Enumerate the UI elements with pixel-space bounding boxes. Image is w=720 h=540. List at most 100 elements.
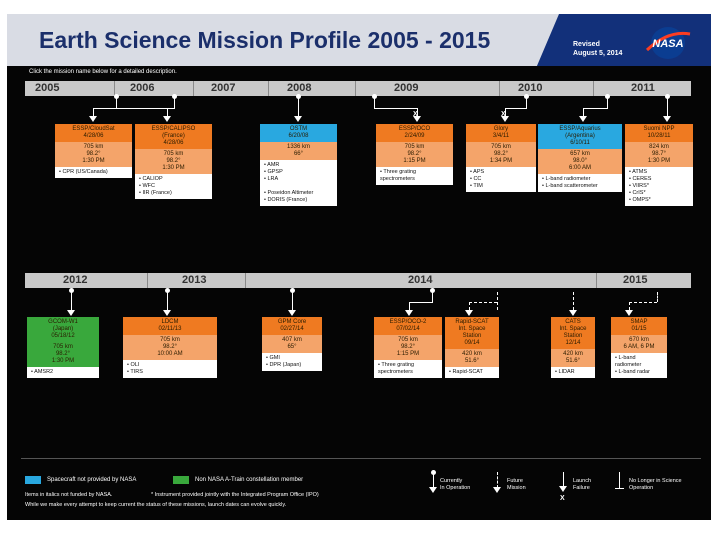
year-divider	[355, 81, 356, 96]
mission-card-rapid-scat[interactable]: Rapid-SCAT Int. Space Station 09/14 420 …	[445, 317, 499, 378]
svg-text:NASA: NASA	[652, 38, 683, 50]
mission-name[interactable]: Rapid-SCAT Int. Space Station 09/14	[445, 317, 499, 349]
mission-card-gpm-core[interactable]: GPM Core 02/27/14 407 km 65° • GMI • DPR…	[262, 317, 322, 371]
future-connector-line	[629, 302, 630, 310]
launch-marker	[524, 94, 529, 99]
connector-line	[409, 302, 433, 303]
mission-orbit: 705 km 98.2° 10:00 AM	[123, 335, 217, 360]
launch-failure-icon: X	[560, 495, 565, 502]
mission-name[interactable]: LDCM 02/11/13	[123, 317, 217, 335]
year-divider	[114, 81, 115, 96]
launch-marker	[290, 288, 295, 293]
connector-line	[292, 292, 293, 310]
mission-name[interactable]: OSTM 6/20/08	[260, 124, 337, 142]
mission-card-calipso[interactable]: ESSP/CALIPSO (France) 4/28/06 705 km 98.…	[135, 124, 212, 199]
year-divider	[593, 81, 594, 96]
mission-name[interactable]: Glory 3/4/11	[466, 124, 536, 142]
arrow-down-icon	[429, 487, 437, 493]
year-label: 2008	[287, 82, 312, 94]
mission-name[interactable]: Suomi NPP 10/28/11	[625, 124, 693, 142]
mission-name[interactable]: ESSP/Aquarius (Argentina) 6/10/11	[538, 124, 622, 149]
arrow-down-icon	[413, 116, 421, 122]
mission-instruments: • Rapid-SCAT	[445, 367, 499, 378]
arrow-down-icon	[163, 310, 171, 316]
legend-line	[619, 472, 620, 488]
mission-orbit: 705 km 98.2° 1:15 PM	[374, 335, 442, 360]
connector-line	[583, 108, 608, 109]
year-label: 2015	[623, 274, 648, 286]
year-label: 2013	[182, 274, 207, 286]
arrow-down-icon	[465, 310, 473, 316]
mission-card-cloudsat[interactable]: ESSP/CloudSat 4/28/06 705 km 98.2° 1:30 …	[55, 124, 132, 178]
legend-failure: Launch Failure	[573, 478, 592, 491]
mission-orbit: 705 km 98.2° 1:34 PM	[466, 142, 536, 167]
mission-instruments: • OLI • TIRS	[123, 360, 217, 378]
mission-card-suomi-npp[interactable]: Suomi NPP 10/28/11 824 km 98.7° 1:30 PM …	[625, 124, 693, 206]
mission-card-gcom-w1[interactable]: GCOM-W1 (Japan) 05/18/12 705 km 98.2° 1:…	[27, 317, 99, 378]
mission-name[interactable]: CATS Int. Space Station 12/14	[551, 317, 595, 349]
mission-instruments: • APS • CC • TIM	[466, 167, 536, 192]
mission-card-ostm[interactable]: OSTM 6/20/08 1336 km 66° • AMR • GPSP • …	[260, 124, 337, 206]
year-label: 2007	[211, 82, 236, 94]
connector-line	[417, 108, 418, 116]
year-label: 2006	[130, 82, 155, 94]
connector-line	[505, 108, 527, 109]
mission-instruments: • Three grating spectrometers	[374, 360, 442, 378]
current-mission-marker-icon	[431, 470, 436, 475]
arrow-down-icon	[89, 116, 97, 122]
connector-line	[374, 108, 418, 109]
mission-card-smap[interactable]: SMAP 01/15 670 km 6 AM, 6 PM • L-band ra…	[611, 317, 667, 378]
mission-orbit: 670 km 6 AM, 6 PM	[611, 335, 667, 353]
revised-date-text: August 5, 2014	[573, 50, 623, 57]
mission-instruments: • L-band radiometer • L-band scatteromet…	[538, 174, 622, 192]
connector-line	[607, 98, 608, 108]
mission-card-oco-2[interactable]: ESSP/OCO-2 07/02/14 705 km 98.2° 1:15 PM…	[374, 317, 442, 378]
year-label: 2014	[408, 274, 433, 286]
arrow-down-icon	[663, 116, 671, 122]
timeline-top: 2005 2006 2007 2008 2009 2010 2011	[25, 81, 691, 96]
mission-card-ldcm[interactable]: LDCM 02/11/13 705 km 98.2° 10:00 AM • OL…	[123, 317, 217, 378]
future-connector-line	[629, 302, 657, 303]
launch-marker	[172, 94, 177, 99]
launch-marker	[605, 94, 610, 99]
mission-card-aquarius[interactable]: ESSP/Aquarius (Argentina) 6/10/11 657 km…	[538, 124, 622, 192]
mission-name[interactable]: GCOM-W1 (Japan) 05/18/12	[27, 317, 99, 342]
mission-card-oco[interactable]: ESSP/OCO 2/24/09 705 km 98.2° 1:15 PM • …	[376, 124, 453, 185]
launch-marker	[665, 94, 670, 99]
connector-line	[505, 108, 506, 116]
mission-orbit: 420 km 51.6°	[445, 349, 499, 367]
year-divider	[147, 273, 148, 288]
mission-name[interactable]: SMAP 01/15	[611, 317, 667, 335]
year-divider	[245, 273, 246, 288]
future-connector-line	[573, 292, 574, 310]
connector-line	[667, 98, 668, 116]
mission-name[interactable]: GPM Core 02/27/14	[262, 317, 322, 335]
mission-name[interactable]: ESSP/CloudSat 4/28/06	[55, 124, 132, 142]
mission-instruments: • CALIOP • WFC • IIR (France)	[135, 174, 212, 199]
mission-card-cats[interactable]: CATS Int. Space Station 12/14 420 km 51.…	[551, 317, 595, 378]
year-divider	[193, 81, 194, 96]
launch-marker	[430, 288, 435, 293]
connector-line	[174, 98, 175, 108]
connector-line	[409, 302, 410, 310]
launch-failure-icon: X	[501, 111, 506, 118]
mission-orbit: 407 km 65°	[262, 335, 322, 353]
footnote-ipo: * Instrument provided jointly with the I…	[151, 492, 319, 498]
future-connector-line	[469, 302, 497, 303]
launch-marker	[165, 288, 170, 293]
connector-line	[374, 98, 375, 108]
timeline-bottom: 2012 2013 2014 2015	[25, 273, 691, 288]
header-banner	[7, 14, 559, 66]
mission-name[interactable]: ESSP/OCO 2/24/09	[376, 124, 453, 142]
legend-line	[433, 474, 434, 488]
mission-name[interactable]: ESSP/CALIPSO (France) 4/28/06	[135, 124, 212, 149]
mission-instruments: • ATMS • CERES • VIIRS* • CrIS* • OMPS*	[625, 167, 693, 206]
connector-line	[583, 108, 584, 116]
arrow-down-icon	[569, 310, 577, 316]
mission-card-glory[interactable]: Glory 3/4/11 705 km 98.2° 1:34 PM • APS …	[466, 124, 536, 192]
connector-line	[432, 292, 433, 302]
header: Earth Science Mission Profile 2005 - 201…	[7, 14, 711, 66]
mission-name[interactable]: ESSP/OCO-2 07/02/14	[374, 317, 442, 335]
connector-line	[167, 292, 168, 310]
